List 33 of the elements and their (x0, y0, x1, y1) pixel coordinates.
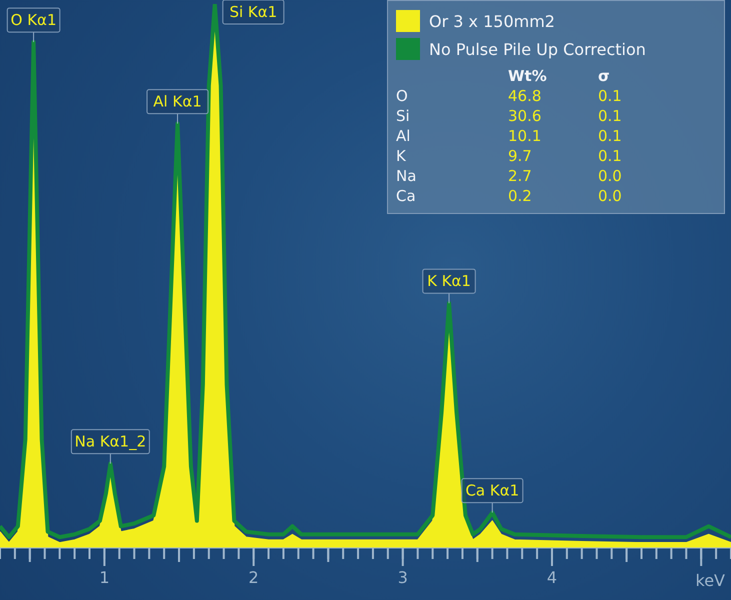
x-axis-title: keV (696, 571, 725, 590)
legend-label: Or 3 x 150mm2 (429, 12, 555, 30)
annotation: O Kα1 (10, 11, 56, 30)
annotation: Ca Kα1 (465, 482, 520, 500)
annotation: 0.1 (598, 107, 623, 125)
annotation: K Kα1 (427, 272, 471, 290)
x-tick-label: 1 (99, 568, 110, 587)
legend-label: No Pulse Pile Up Correction (429, 40, 646, 58)
annotation: O (396, 87, 409, 105)
annotation: 0.1 (598, 87, 623, 105)
annotation: 30.6 (508, 107, 542, 125)
annotation: 10.1 (508, 127, 542, 145)
annotation: Al Kα1 (153, 92, 202, 111)
annotation: Si (396, 107, 411, 125)
annotation: Wt% (508, 67, 548, 85)
x-tick-label: 4 (546, 568, 558, 587)
annotation: 0.0 (598, 167, 623, 185)
annotation: Na Kα1_2 (74, 432, 146, 451)
annotation: K (396, 147, 407, 165)
annotation: Al (396, 127, 412, 145)
annotation: 0.2 (508, 187, 533, 205)
annotation: Na (396, 167, 418, 185)
annotation: 46.8 (508, 87, 542, 105)
annotation: Ca (396, 187, 417, 205)
annotation: 9.7 (508, 147, 533, 165)
annotation: 2.7 (508, 167, 533, 185)
annotation: σ (598, 67, 611, 85)
x-tick-label: 2 (248, 568, 259, 587)
x-tick-label: 3 (398, 568, 408, 587)
annotation: 0.0 (598, 187, 623, 205)
annotation: 0.1 (598, 127, 623, 145)
annotation: 0.1 (598, 147, 623, 165)
annotation: Si Kα1 (229, 3, 278, 21)
